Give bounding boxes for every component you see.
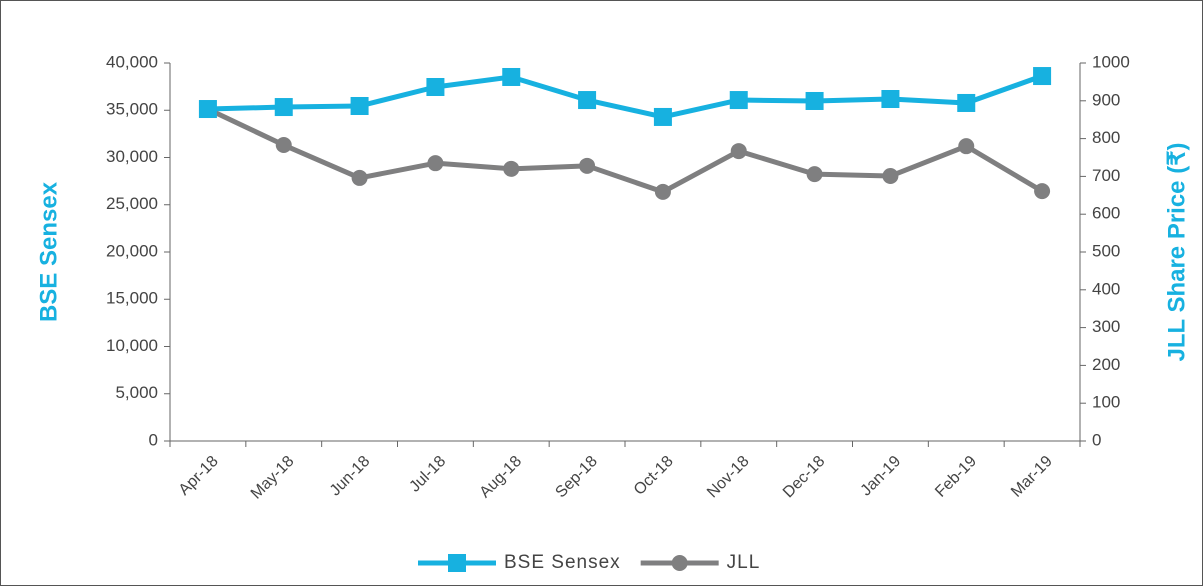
y2-tick-label: 900 xyxy=(1092,90,1120,109)
y2-axis-title: JLL Share Price (₹) xyxy=(1163,143,1190,362)
data-point xyxy=(274,98,293,117)
legend: BSE Sensex JLL xyxy=(418,552,761,573)
data-point xyxy=(350,96,369,115)
data-point xyxy=(957,93,976,112)
data-point xyxy=(653,107,672,126)
y-tick-label: 35,000 xyxy=(106,100,158,119)
y2-tick-label: 300 xyxy=(1092,317,1120,336)
data-point xyxy=(806,166,823,183)
y2-tick-label: 100 xyxy=(1092,393,1120,412)
y-tick-label: 15,000 xyxy=(106,289,158,308)
legend-marker xyxy=(448,554,466,572)
y-tick-label: 0 xyxy=(149,430,158,449)
legend-text: JLL xyxy=(727,552,761,573)
y2-tick-label: 600 xyxy=(1092,204,1120,223)
data-point xyxy=(502,67,521,86)
data-point xyxy=(426,78,445,97)
data-point xyxy=(730,143,747,160)
y-tick-label: 10,000 xyxy=(106,336,158,355)
y2-tick-label: 500 xyxy=(1092,241,1120,260)
y2-tick-label: 200 xyxy=(1092,355,1120,374)
data-point xyxy=(275,137,292,154)
legend-marker xyxy=(671,555,688,571)
data-point xyxy=(198,100,217,119)
data-point xyxy=(881,90,900,109)
y-tick-label: 20,000 xyxy=(106,241,158,260)
y2-tick-label: 700 xyxy=(1092,166,1120,185)
data-point xyxy=(805,91,824,110)
data-point xyxy=(958,138,975,155)
data-point xyxy=(351,169,368,186)
y2-tick-label: 400 xyxy=(1092,279,1120,298)
series-line xyxy=(207,73,1043,120)
y2-tick-label: 1000 xyxy=(1092,52,1130,71)
y2-tick-label: 0 xyxy=(1092,430,1101,449)
series-line xyxy=(206,106,1044,195)
y-tick-label: 30,000 xyxy=(106,147,158,166)
data-point xyxy=(1034,183,1051,200)
data-point xyxy=(503,160,520,177)
data-point xyxy=(579,157,596,174)
y-tick-label: 25,000 xyxy=(106,194,158,213)
y-axis-title: BSE Sensex xyxy=(35,181,62,322)
y-tick-label: 5,000 xyxy=(115,383,158,402)
y2-tick-label: 800 xyxy=(1092,128,1120,147)
legend-text: BSE Sensex xyxy=(504,552,621,573)
y-tick-label: 40,000 xyxy=(106,52,158,71)
data-point xyxy=(882,168,899,185)
data-point xyxy=(427,155,444,172)
data-point xyxy=(578,91,597,110)
data-point xyxy=(729,91,748,110)
data-point xyxy=(654,183,671,200)
data-point xyxy=(1033,67,1052,86)
